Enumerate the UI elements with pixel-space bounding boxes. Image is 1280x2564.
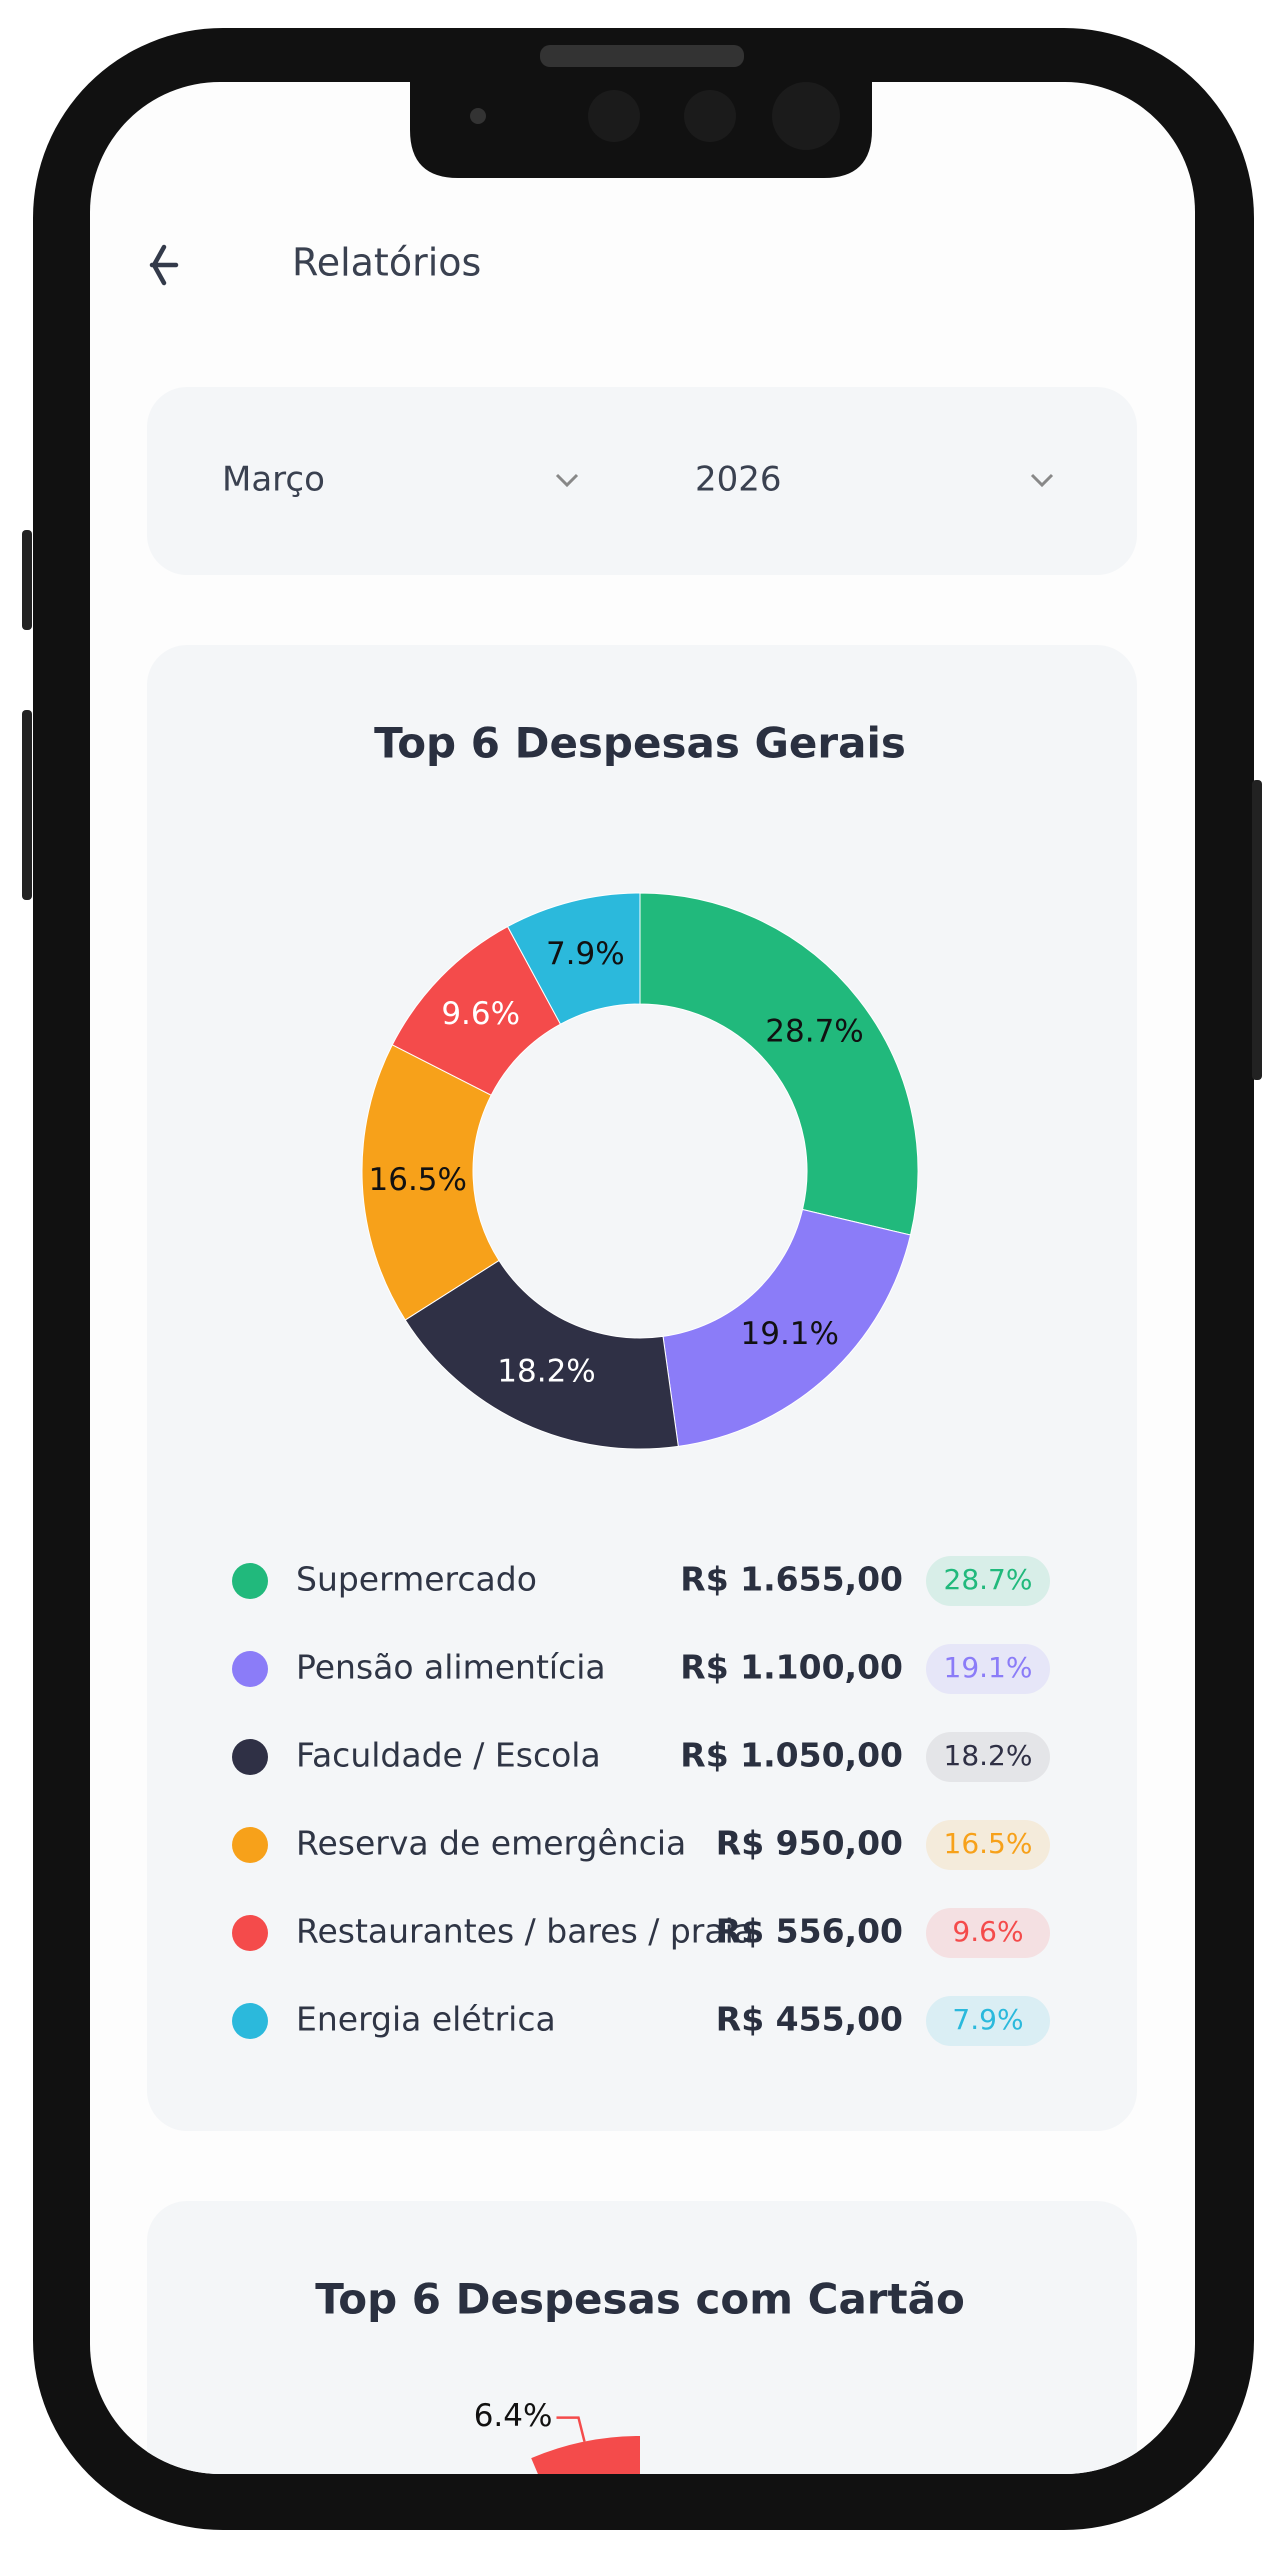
legend-dot: [232, 1651, 268, 1687]
percent-badge: [926, 1996, 1050, 2046]
slice-label: 6.4%: [474, 2398, 553, 2434]
screen: Relatórios Março 2026 Top 6 Despesas Ger…: [90, 82, 1195, 2474]
percent-badge-label: 7.9%: [952, 2003, 1023, 2036]
side-button: [22, 710, 32, 900]
filter-card: [147, 387, 1137, 575]
legend-dot: [232, 1739, 268, 1775]
chevron: [555, 473, 579, 488]
side-button: [22, 530, 32, 630]
sensor: [588, 90, 640, 142]
legend-label: Supermercado: [296, 1560, 537, 1599]
legend-label: Faculdade / Escola: [296, 1736, 601, 1775]
percent-badge: [926, 1556, 1050, 1606]
slice-label: 28.7%: [765, 1013, 863, 1049]
percent-badge: [926, 1644, 1050, 1694]
percent-badge-label: 16.5%: [944, 1827, 1033, 1860]
legend-label: Pensão alimentícia: [296, 1648, 606, 1687]
slice-label: 9.6%: [441, 996, 520, 1032]
legend-label: Energia elétrica: [296, 2000, 556, 2039]
legend-amount: R$ 1.655,00: [680, 1560, 903, 1599]
slice-label: 19.1%: [741, 1316, 839, 1352]
leader-line: [556, 2416, 586, 2442]
legend-dot: [232, 2003, 268, 2039]
donut-slice: [662, 1208, 912, 1447]
page-title: Relatórios: [292, 241, 481, 285]
slice-label: 7.9%: [546, 936, 625, 972]
legend-amount: R$ 1.100,00: [680, 1648, 903, 1687]
sensor: [772, 82, 840, 150]
slice-label: 18.2%: [497, 1353, 595, 1389]
sensor: [684, 90, 736, 142]
side-button: [1252, 780, 1262, 1080]
percent-badge-label: 9.6%: [952, 1915, 1023, 1948]
slice-label: 16.5%: [369, 1162, 467, 1198]
percent-badge-label: 18.2%: [944, 1739, 1033, 1772]
chart-title: Top 6 Despesas com Cartão: [315, 2275, 965, 2324]
back-arrow[interactable]: [149, 244, 179, 286]
donut-slice: [506, 892, 641, 1025]
legend-label: Restaurantes / bares / praia: [296, 1912, 754, 1951]
legend-amount: R$ 455,00: [716, 2000, 903, 2039]
legend-amount: R$ 556,00: [716, 1912, 903, 1951]
legend-label: Reserva de emergência: [296, 1824, 686, 1863]
month-select[interactable]: Março: [222, 460, 325, 500]
legend-amount: R$ 950,00: [716, 1824, 903, 1863]
camera: [470, 108, 486, 124]
donut-slice: [531, 2436, 640, 2474]
percent-badge-label: 19.1%: [944, 1651, 1033, 1684]
donut-slice: [639, 892, 919, 1236]
legend-dot: [232, 1827, 268, 1863]
percent-badge: [926, 1732, 1050, 1782]
year-select[interactable]: 2026: [695, 460, 782, 500]
legend-dot: [232, 1915, 268, 1951]
percent-badge: [926, 1820, 1050, 1870]
donut-slice: [404, 1259, 679, 1450]
percent-badge: [926, 1908, 1050, 1958]
notch: [410, 82, 872, 178]
legend-dot: [232, 1563, 268, 1599]
legend-amount: R$ 1.050,00: [680, 1736, 903, 1775]
chart-title: Top 6 Despesas Gerais: [374, 719, 906, 768]
speaker: [540, 45, 744, 67]
chevron: [1030, 473, 1054, 488]
percent-badge-label: 28.7%: [944, 1563, 1033, 1596]
chart-card: [147, 2201, 1137, 2474]
